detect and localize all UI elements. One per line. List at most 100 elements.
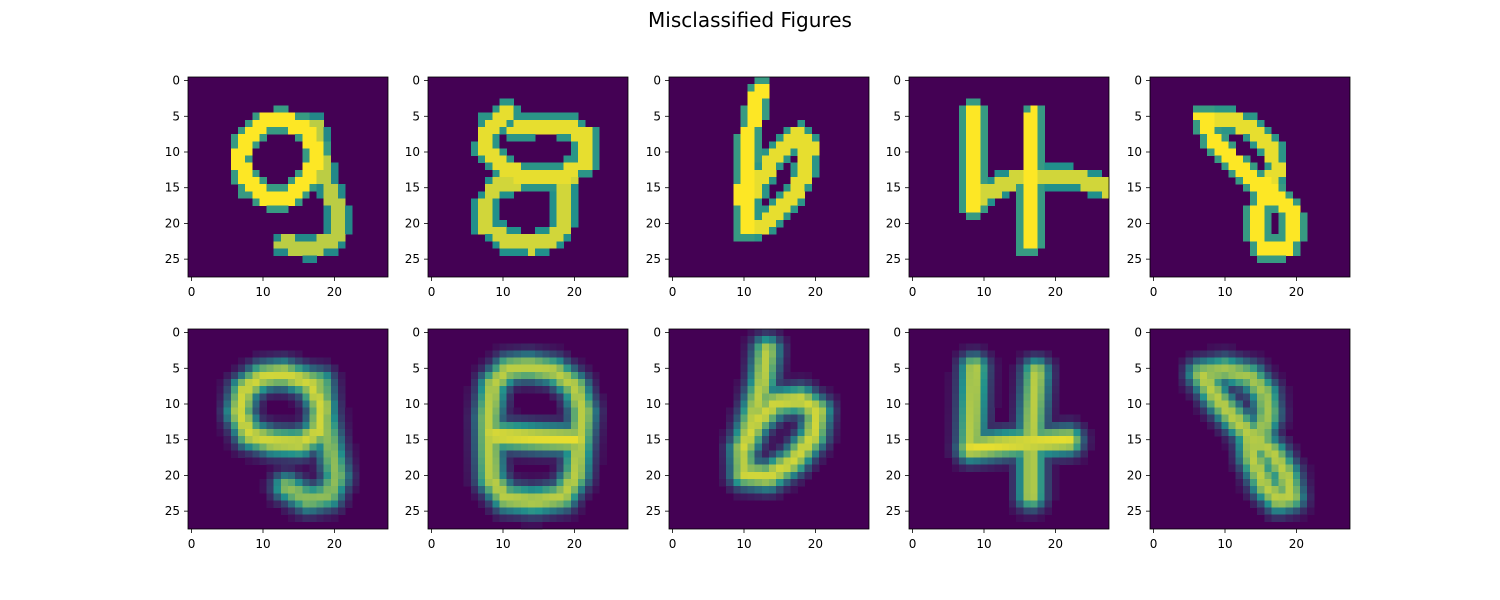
pixel-cell xyxy=(797,134,806,142)
pixel-cell xyxy=(252,457,260,466)
pixel-cell xyxy=(323,198,332,206)
pixel-cell xyxy=(506,414,515,423)
pixel-cell xyxy=(1271,493,1279,501)
pixel-cell xyxy=(252,421,260,430)
pixel-cell xyxy=(1235,393,1244,401)
y-tick-label: 5 xyxy=(172,109,180,123)
pixel-cell xyxy=(309,507,317,516)
pixel-cell xyxy=(1242,421,1251,430)
pixel-cell xyxy=(280,479,289,487)
pixel-cell xyxy=(951,393,960,401)
pixel-cell xyxy=(1285,414,1294,423)
pixel-cell xyxy=(1285,400,1294,408)
pixel-cell xyxy=(485,155,493,164)
pixel-cell xyxy=(316,371,325,380)
pixel-cell xyxy=(1257,429,1265,437)
pixel-cell xyxy=(733,219,741,228)
pixel-cell xyxy=(1073,421,1081,430)
pixel-cell xyxy=(478,386,486,394)
pixel-cell xyxy=(973,371,981,380)
pixel-cell xyxy=(316,429,325,437)
pixel-cell xyxy=(492,212,500,221)
pixel-cell xyxy=(1051,169,1060,178)
pixel-cell xyxy=(1264,255,1272,264)
pixel-cell xyxy=(966,350,974,358)
pixel-cell xyxy=(1207,350,1215,358)
y-tick-label: 15 xyxy=(165,181,180,195)
pixel-cell xyxy=(323,464,332,473)
pixel-cell xyxy=(323,212,332,221)
pixel-cell xyxy=(535,357,543,366)
pixel-cell xyxy=(951,429,960,437)
pixel-cell xyxy=(535,234,543,242)
pixel-cell xyxy=(973,436,981,444)
pixel-cell xyxy=(520,521,529,530)
pixel-cell xyxy=(520,357,529,366)
pixel-cell xyxy=(740,486,748,494)
pixel-cell xyxy=(323,400,332,408)
pixel-cell xyxy=(980,414,988,423)
pixel-cell xyxy=(485,357,493,366)
pixel-cell xyxy=(259,127,267,135)
pixel-cell xyxy=(1235,421,1244,430)
pixel-cell xyxy=(754,364,763,373)
pixel-cell xyxy=(330,241,339,249)
pixel-cell xyxy=(592,436,600,444)
pixel-cell xyxy=(556,443,565,451)
pixel-cell xyxy=(1023,500,1031,508)
pixel-cell xyxy=(273,191,282,199)
pixel-cell xyxy=(570,127,579,135)
pixel-cell xyxy=(478,371,486,380)
pixel-cell xyxy=(330,507,339,516)
pixel-cell xyxy=(1044,177,1053,185)
pixel-cell xyxy=(973,350,981,358)
pixel-cell xyxy=(790,407,798,416)
pixel-cell xyxy=(302,255,310,264)
pixel-cell xyxy=(295,400,303,408)
pixel-cell xyxy=(535,443,543,451)
pixel-cell xyxy=(1221,414,1229,423)
pixel-cell xyxy=(1278,248,1287,256)
pixel-cell xyxy=(506,464,515,473)
pixel-cell xyxy=(245,429,253,437)
pixel-cell xyxy=(1214,414,1222,423)
pixel-cell xyxy=(973,98,981,106)
pixel-cell xyxy=(1242,371,1251,380)
pixel-cell xyxy=(1214,148,1222,156)
pixel-cell xyxy=(295,450,303,458)
pixel-cell xyxy=(951,464,960,473)
pixel-cell xyxy=(980,134,988,142)
pixel-cell xyxy=(245,162,253,171)
pixel-cell xyxy=(1300,234,1308,242)
pixel-cell xyxy=(1250,177,1258,185)
pixel-cell xyxy=(520,343,529,351)
pixel-cell xyxy=(1030,219,1038,228)
x-tick-label: 0 xyxy=(669,537,677,551)
pixel-cell xyxy=(563,507,572,516)
pixel-cell xyxy=(1250,205,1258,214)
pixel-cell xyxy=(1044,414,1053,423)
pixel-cell xyxy=(585,471,593,480)
pixel-cell xyxy=(309,414,317,423)
y-tick-label: 5 xyxy=(893,361,901,375)
pixel-cell xyxy=(273,234,282,242)
pixel-cell xyxy=(592,479,600,487)
pixel-cell xyxy=(1016,191,1024,199)
y-tick-label: 20 xyxy=(646,468,661,482)
pixel-cell xyxy=(754,336,763,344)
pixel-cell xyxy=(338,500,346,508)
pixel-cell xyxy=(1221,443,1229,451)
axes-frame xyxy=(908,328,1110,530)
pixel-cell xyxy=(769,436,777,444)
x-tick-label: 10 xyxy=(255,537,270,551)
pixel-cell xyxy=(804,436,813,444)
pixel-cell xyxy=(1030,407,1038,416)
pixel-cell xyxy=(570,219,579,228)
pixel-cell xyxy=(1242,205,1251,214)
pixel-cell xyxy=(1030,514,1038,523)
pixel-cell xyxy=(295,248,303,256)
pixel-cell xyxy=(470,436,479,444)
pixel-cell xyxy=(302,429,310,437)
pixel-cell xyxy=(295,112,303,121)
pixel-cell xyxy=(1016,212,1024,221)
